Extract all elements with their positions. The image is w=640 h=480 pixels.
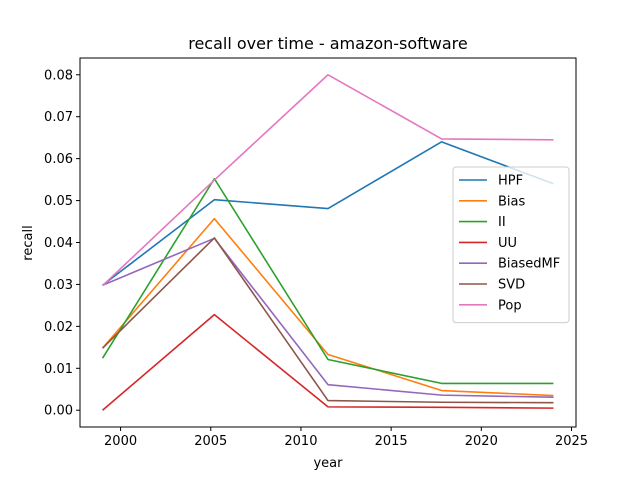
legend-label: UU (498, 236, 517, 251)
y-tick-label: 0.04 (44, 236, 73, 251)
legend-label: SVD (498, 278, 525, 293)
chart-title: recall over time - amazon-software (188, 34, 468, 53)
legend-label: Pop (498, 298, 522, 313)
y-tick-label: 0.01 (44, 362, 73, 377)
y-tick-label: 0.02 (44, 320, 73, 335)
series-line-hpf (102, 141, 554, 286)
series-line-svd (101, 237, 554, 404)
y-tick-label: 0.06 (44, 152, 73, 167)
x-axis-label: year (313, 456, 343, 471)
series-line-bias (101, 217, 554, 397)
legend-label: Bias (498, 194, 525, 209)
x-tick-label: 2000 (104, 434, 137, 449)
y-tick-label: 0.00 (44, 404, 73, 419)
series-line-uu (102, 313, 554, 411)
legend-label: BiasedMF (498, 257, 560, 272)
legend: HPF Bias II UU BiasedMF SVD Pop (452, 166, 570, 324)
y-tick-label: 0.05 (44, 194, 73, 209)
x-tick-label: 2005 (194, 434, 227, 449)
y-axis-label: recall (21, 225, 36, 260)
x-tick-label: 2010 (284, 434, 317, 449)
y-tick-label: 0.03 (44, 278, 73, 293)
x-tick-label: 2015 (375, 434, 408, 449)
x-tick-label: 2020 (465, 434, 498, 449)
x-tick-label: 2025 (555, 434, 588, 449)
legend-label: II (498, 215, 506, 230)
legend-label: HPF (498, 174, 523, 189)
y-tick-label: 0.08 (44, 68, 73, 83)
series-line-ii (101, 177, 554, 385)
series-line-biasedmf (102, 237, 554, 399)
series-line-pop (102, 73, 554, 287)
y-tick-label: 0.07 (44, 110, 73, 125)
